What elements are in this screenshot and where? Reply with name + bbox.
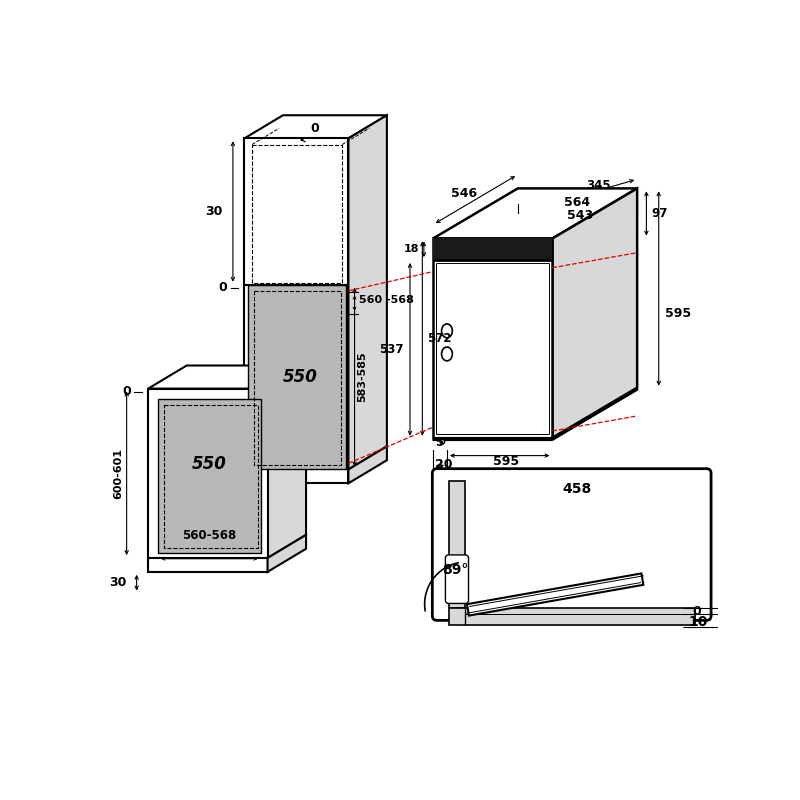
Text: 0: 0 xyxy=(310,122,318,135)
Polygon shape xyxy=(148,558,267,572)
Polygon shape xyxy=(267,535,306,572)
Text: 600-601: 600-601 xyxy=(114,448,123,499)
Text: 595: 595 xyxy=(665,306,691,320)
Polygon shape xyxy=(349,446,387,483)
Polygon shape xyxy=(248,285,346,470)
Text: 550: 550 xyxy=(191,455,226,473)
Text: 543: 543 xyxy=(567,209,594,222)
Text: 550: 550 xyxy=(283,368,318,386)
Polygon shape xyxy=(553,188,637,438)
Text: 20: 20 xyxy=(434,458,452,471)
Text: 30: 30 xyxy=(110,576,126,589)
Polygon shape xyxy=(267,366,306,558)
Circle shape xyxy=(440,439,445,444)
Text: 583-585: 583-585 xyxy=(358,352,368,402)
Text: 595: 595 xyxy=(493,455,519,468)
Text: 537: 537 xyxy=(379,343,404,356)
Text: 560 -568: 560 -568 xyxy=(359,295,414,305)
Ellipse shape xyxy=(442,324,452,338)
Polygon shape xyxy=(467,574,643,615)
Polygon shape xyxy=(449,608,695,625)
Polygon shape xyxy=(449,481,466,608)
Polygon shape xyxy=(433,188,637,238)
Polygon shape xyxy=(433,238,553,438)
Text: 572: 572 xyxy=(427,332,451,345)
Text: 0: 0 xyxy=(122,385,131,398)
Polygon shape xyxy=(148,366,306,389)
FancyBboxPatch shape xyxy=(446,555,469,603)
Text: 18: 18 xyxy=(404,244,419,254)
Text: 546: 546 xyxy=(451,186,477,199)
Polygon shape xyxy=(349,115,387,470)
Text: 345: 345 xyxy=(586,179,611,192)
Polygon shape xyxy=(245,138,349,470)
Text: 30: 30 xyxy=(206,205,223,218)
Text: 0: 0 xyxy=(218,282,227,294)
Polygon shape xyxy=(245,115,387,138)
Polygon shape xyxy=(148,389,267,558)
Polygon shape xyxy=(433,238,553,260)
Text: 5: 5 xyxy=(435,436,443,450)
FancyBboxPatch shape xyxy=(432,469,711,620)
Ellipse shape xyxy=(442,347,452,361)
Text: 0: 0 xyxy=(693,605,702,618)
Text: 89°: 89° xyxy=(442,562,469,577)
Polygon shape xyxy=(245,470,349,483)
Text: 564: 564 xyxy=(564,196,590,209)
Text: 458: 458 xyxy=(562,482,592,496)
Text: 560-568: 560-568 xyxy=(182,529,236,542)
Text: 97: 97 xyxy=(651,206,667,219)
Text: 10: 10 xyxy=(688,615,707,629)
Polygon shape xyxy=(158,398,261,553)
